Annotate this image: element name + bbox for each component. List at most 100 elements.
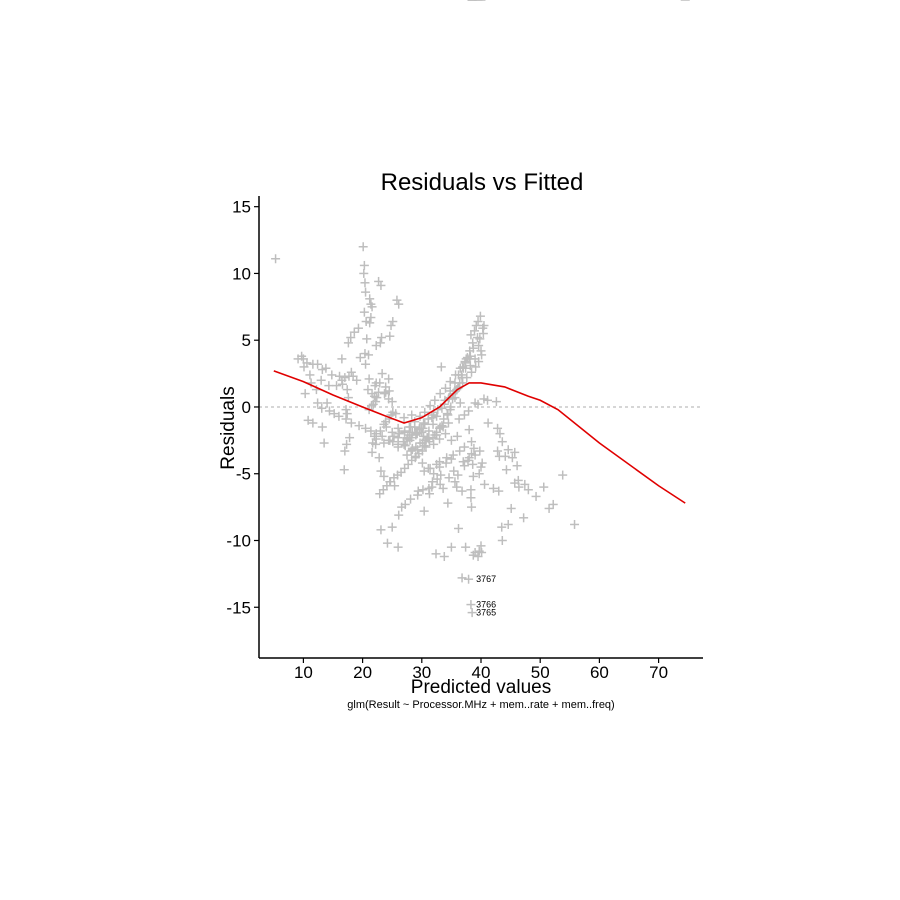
scatter-point [437, 421, 447, 431]
scatter-point [367, 302, 377, 312]
scatter-point [385, 477, 395, 487]
scatter-point [385, 331, 395, 341]
scatter-point [450, 477, 460, 487]
scatter-point [425, 401, 435, 411]
x-tick-label: 30 [412, 663, 431, 682]
scatter-point [387, 427, 397, 437]
scatter-point [459, 461, 469, 471]
scatter-point [303, 415, 313, 425]
scatter-point [471, 321, 481, 331]
scatter-point [430, 395, 440, 405]
scatter-point [324, 381, 334, 391]
scatter-point [474, 469, 484, 479]
scatter-point [400, 441, 410, 451]
scatter-point [374, 276, 384, 286]
scatter-point [436, 362, 446, 372]
scatter-point [308, 359, 318, 369]
scatter-point [443, 498, 453, 508]
scatter-point [483, 395, 493, 405]
scatter-point [313, 398, 323, 408]
scatter-point [379, 438, 389, 448]
scatter-point [497, 522, 507, 532]
scatter-point [411, 451, 421, 461]
scatter-point [457, 486, 467, 496]
scatter-point [413, 486, 423, 496]
scatter-point [387, 522, 397, 532]
scatter-point [459, 410, 469, 420]
scatter-point [493, 446, 503, 456]
scatter-point [446, 454, 456, 464]
scatter-point [366, 426, 376, 436]
scatter-point [392, 295, 402, 305]
scatter-point [365, 318, 375, 328]
scatter-point [375, 378, 385, 388]
y-tick-label: 15 [232, 198, 251, 217]
scatter-point [423, 463, 433, 473]
scatter-point [271, 254, 281, 264]
scatter-point [393, 439, 403, 449]
scatter-point [507, 453, 517, 463]
scatter-point [472, 333, 482, 343]
scatter-point [343, 338, 353, 348]
scatter-point [441, 458, 451, 468]
scatter-point [444, 473, 454, 483]
scatter-point [474, 341, 484, 351]
scatter-point [467, 437, 477, 447]
y-tick-label: -5 [236, 465, 251, 484]
scatter-point [377, 369, 387, 379]
scatter-point [402, 450, 412, 460]
scatter-point [384, 386, 394, 396]
scatter-point [470, 398, 480, 408]
scatter-point [359, 260, 369, 270]
scatter-point [394, 510, 404, 520]
scatter-point [317, 422, 327, 432]
scatter-point [337, 354, 347, 364]
scatter-point [454, 523, 464, 533]
scatter-point [483, 418, 493, 428]
scatter-point [439, 414, 449, 424]
scatter-point [342, 409, 352, 419]
scatter-point [300, 389, 310, 399]
scatter-point [440, 383, 450, 393]
scatter-point [342, 385, 352, 395]
scatter-point [414, 425, 424, 435]
scatter-point [376, 466, 386, 476]
x-tick-label: 70 [649, 663, 668, 682]
scatter-point [471, 362, 481, 372]
scatter-point [407, 443, 417, 453]
scatter-point [346, 333, 356, 343]
scatter-point [451, 370, 461, 380]
scatter-point [476, 462, 486, 472]
scatter-point [324, 406, 334, 416]
scatter-point [461, 542, 471, 552]
scatter-point [332, 381, 342, 391]
scatter-point [370, 381, 380, 391]
scatter-point [420, 419, 430, 429]
y-tick-label: -10 [226, 531, 251, 550]
scatter-point [341, 405, 351, 415]
scatter-point [497, 437, 507, 447]
scatter-point [464, 406, 474, 416]
scatter-point [340, 446, 350, 456]
scatter-point [375, 489, 385, 499]
scatter-point [316, 375, 326, 385]
x-tick-label: 20 [353, 663, 372, 682]
scatter-point [494, 486, 504, 496]
scatter-point [458, 457, 468, 467]
scatter-point [452, 431, 462, 441]
y-axis-title: Residuals [218, 386, 239, 469]
scatter-point [558, 470, 568, 480]
scatter-points [271, 0, 690, 618]
scatter-point [423, 414, 433, 424]
scatter-point [445, 377, 455, 387]
scatter-point [397, 502, 407, 512]
scatter-point [467, 367, 477, 377]
scatter-point [474, 357, 484, 367]
scatter-point [495, 429, 505, 439]
scatter-point [365, 294, 375, 304]
scatter-point [384, 374, 394, 384]
scatter-point [440, 429, 450, 439]
scatter-point [474, 546, 484, 556]
scatter-point [473, 317, 483, 327]
scatter-point [344, 371, 354, 381]
